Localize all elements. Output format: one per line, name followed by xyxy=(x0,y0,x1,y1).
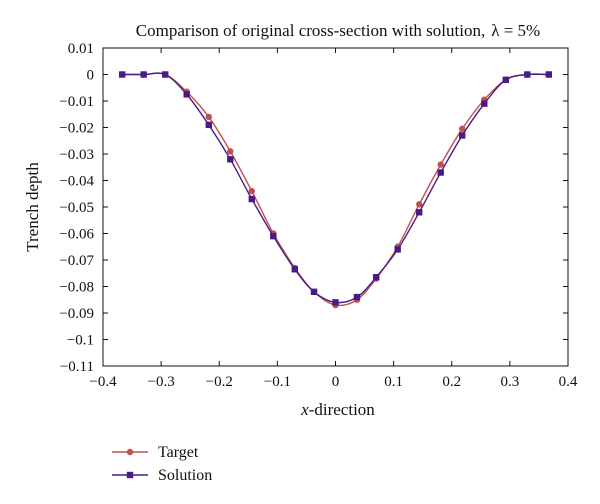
y-axis-ticks: 0.01 0 −0.01 −0.02 −0.03 −0.04 −0.05 −0.06 −0.07… xyxy=(59,41,568,375)
y-tick-label: −0.05 xyxy=(59,200,94,216)
data-point-solution xyxy=(118,71,126,78)
x-tick-label: 0.1 xyxy=(384,374,403,390)
legend-label: Target xyxy=(158,444,199,461)
y-tick-label: −0.09 xyxy=(59,306,94,322)
data-point-solution xyxy=(248,195,255,203)
data-point-target xyxy=(205,113,212,121)
y-tick-label: −0.01 xyxy=(59,94,94,110)
series-line-solution xyxy=(122,72,549,304)
y-axis-label: Trench depth xyxy=(23,162,42,252)
data-point-solution xyxy=(372,274,380,281)
legend-item-solution: Solution xyxy=(112,467,212,484)
data-point-solution xyxy=(140,71,147,78)
x-tick-label: −0.1 xyxy=(264,374,291,390)
legend-item-target: Target xyxy=(112,444,199,461)
series-solution xyxy=(118,71,553,306)
data-point-target xyxy=(248,187,255,195)
y-tick-label: −0.06 xyxy=(59,227,94,243)
y-tick-label: −0.1 xyxy=(67,333,94,349)
data-point-solution xyxy=(310,288,318,295)
x-tick-label: −0.4 xyxy=(89,374,117,390)
x-tick-label: 0.4 xyxy=(559,374,578,390)
x-tick-label: −0.2 xyxy=(206,374,233,390)
y-tick-label: −0.08 xyxy=(59,280,94,296)
plot-frame xyxy=(102,47,569,367)
series-line-target xyxy=(122,72,549,307)
data-point-solution xyxy=(459,132,466,139)
data-point-solution xyxy=(270,232,277,240)
x-axis-label: x-direction xyxy=(300,400,375,419)
data-point-solution xyxy=(161,71,169,78)
legend: Target Solution xyxy=(112,444,212,484)
x-axis-label-italic: x xyxy=(300,400,309,419)
data-point-solution xyxy=(353,293,361,301)
data-point-solution xyxy=(332,299,339,306)
y-tick-label: 0 xyxy=(87,68,95,84)
data-point-solution xyxy=(502,76,510,83)
data-point-solution xyxy=(437,169,444,176)
x-axis-label-rest: -direction xyxy=(309,400,376,419)
x-axis-ticks: −0.4 −0.3 −0.2 −0.1 0 0.1 0.2 0.3 0.4 xyxy=(89,48,578,390)
data-point-solution xyxy=(291,266,299,273)
y-tick-label: −0.03 xyxy=(59,147,94,163)
data-point-solution xyxy=(227,156,234,163)
data-point-solution xyxy=(394,246,401,253)
series-layer xyxy=(118,71,553,309)
chart-title-main: Comparison of original cross-section wit… xyxy=(136,21,485,40)
data-point-solution xyxy=(481,100,488,107)
data-point-target xyxy=(459,125,466,133)
chart-title-text: Comparison of original cross-section wit… xyxy=(136,21,540,40)
data-point-solution xyxy=(416,209,423,216)
data-point-solution xyxy=(545,71,553,78)
legend-marker-square xyxy=(126,471,134,479)
data-point-solution xyxy=(205,121,212,129)
y-tick-label: 0.01 xyxy=(68,41,94,57)
x-tick-label: 0.3 xyxy=(501,374,520,390)
chart-title-param: λ = 5% xyxy=(491,21,540,40)
y-tick-label: −0.11 xyxy=(60,359,94,375)
y-tick-label: −0.07 xyxy=(59,253,94,269)
chart-title: Comparison of original cross-section wit… xyxy=(136,21,540,40)
legend-marker-circle xyxy=(126,448,134,456)
y-tick-label: −0.02 xyxy=(59,121,94,137)
data-point-target xyxy=(227,148,234,155)
data-point-target xyxy=(416,201,423,208)
x-tick-label: −0.3 xyxy=(148,374,175,390)
data-point-target xyxy=(437,161,444,168)
x-tick-label: 0.2 xyxy=(442,374,461,390)
data-point-solution xyxy=(524,71,531,78)
legend-label: Solution xyxy=(158,467,212,484)
data-point-solution xyxy=(183,91,190,98)
x-tick-label: 0 xyxy=(332,374,340,390)
y-tick-label: −0.04 xyxy=(59,174,94,190)
